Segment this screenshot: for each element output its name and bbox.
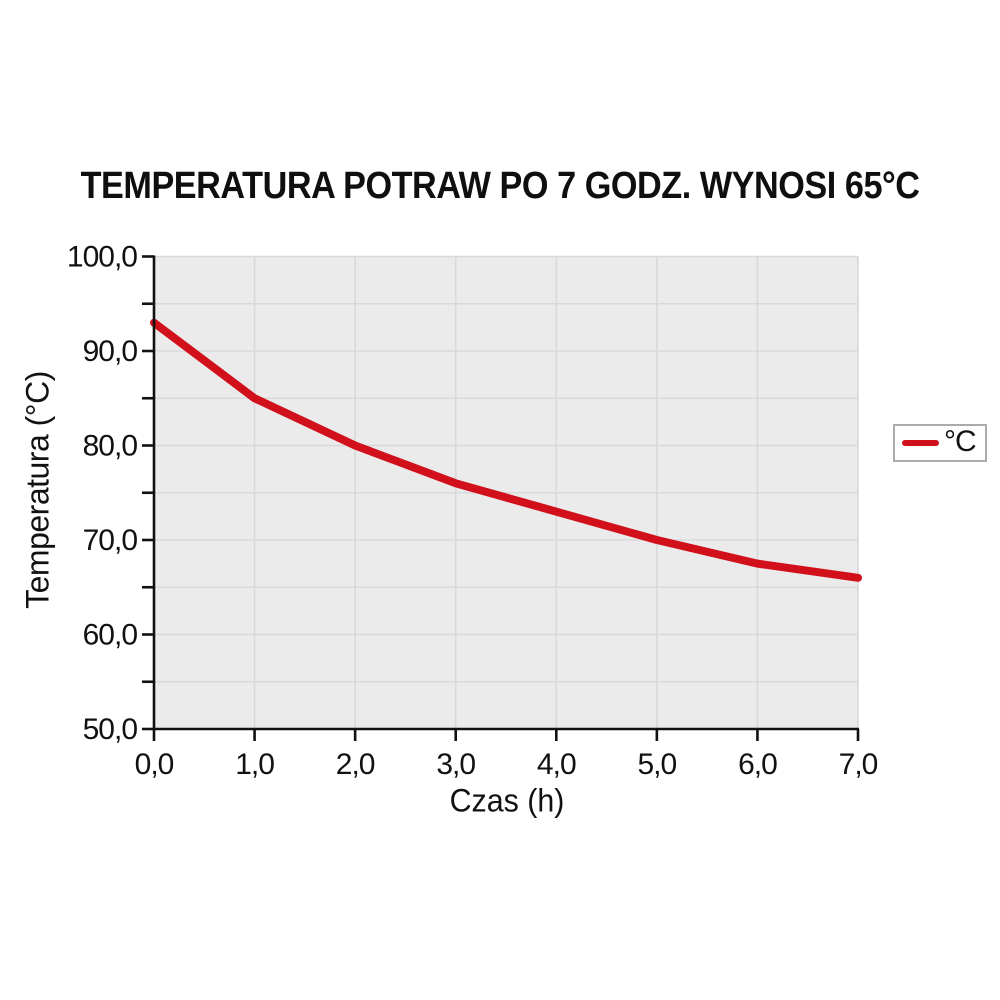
y-tick-label: 60,0 (83, 619, 138, 652)
series-line (150, 318, 862, 582)
y-tick-label: 70,0 (83, 524, 138, 557)
y-axis-title: Temperatura (°C) (19, 371, 56, 609)
x-tick-label: 4,0 (537, 748, 576, 781)
y-tick-label: 90,0 (83, 335, 138, 368)
x-tick-label: 2,0 (336, 748, 375, 781)
x-tick-label: 5,0 (637, 748, 676, 781)
y-tick-label: 50,0 (83, 713, 138, 746)
x-tick-label: 0,0 (135, 748, 174, 781)
y-tick-label: 100,0 (67, 241, 137, 274)
x-tick-label: 1,0 (235, 748, 274, 781)
y-tick-label: 80,0 (83, 430, 138, 463)
legend-label: °C (944, 424, 977, 458)
x-tick-label: 7,0 (839, 748, 878, 781)
x-tick-label: 3,0 (436, 748, 475, 781)
x-axis-title: Czas (h) (449, 782, 565, 819)
chart-title-text: TEMPERATURA POTRAW PO 7 GODZ. WYNOSI 65°… (80, 165, 920, 207)
x-tick-label: 6,0 (738, 748, 777, 781)
legend-line-swatch (902, 440, 939, 446)
chart-title: TEMPERATURA POTRAW PO 7 GODZ. WYNOSI 65°… (0, 165, 1000, 208)
legend[interactable]: °C (893, 424, 987, 462)
